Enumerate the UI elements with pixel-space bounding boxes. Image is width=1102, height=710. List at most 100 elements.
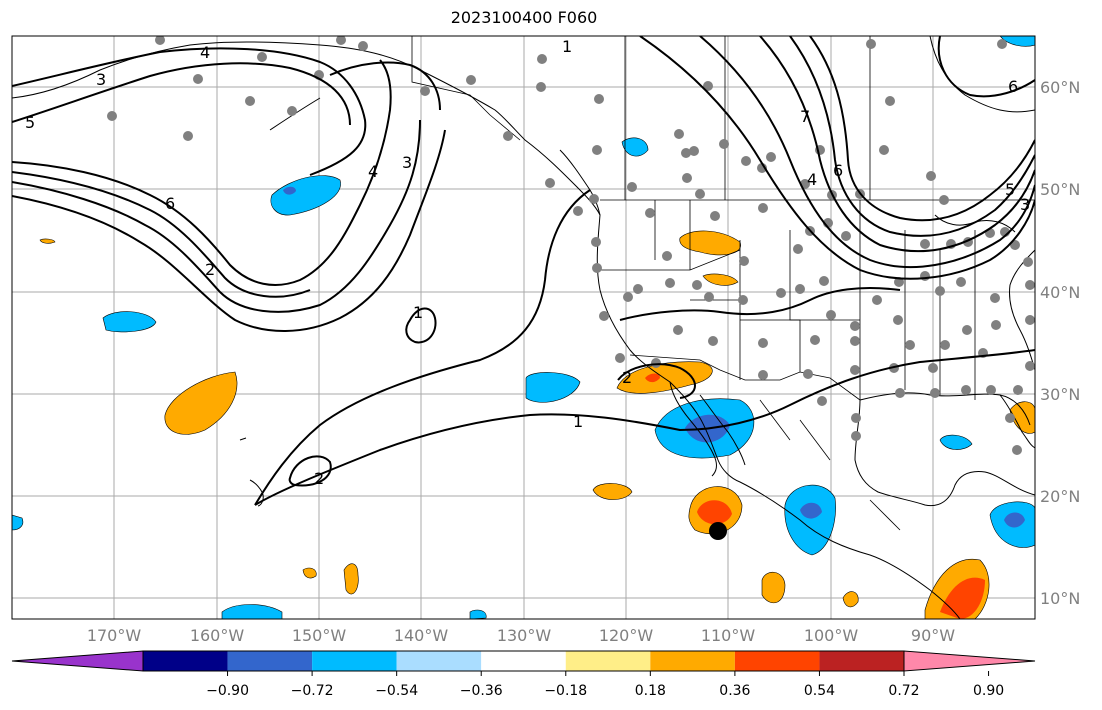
colorbar-tick-label: −0.54 [375, 683, 418, 699]
colorbar-bin [396, 651, 482, 671]
colorbar-bin [819, 651, 904, 671]
coast-gulf-north [859, 392, 1031, 426]
fill-positive-hawaii-south [343, 563, 359, 595]
contour-label: 4 [807, 170, 817, 189]
anomaly-fills [12, 36, 1035, 619]
fill-positive-mexico-coast-core [697, 500, 732, 525]
fill-negative-pacific-central [525, 372, 581, 403]
lat-label: 10°N [1040, 589, 1080, 608]
contour-label: 1 [573, 412, 583, 431]
lon-label: 110°W [701, 626, 756, 645]
lat-axis: 60°N 50°N 40°N 30°N 20°N 10°N [1040, 78, 1080, 608]
contour-label: 5 [25, 113, 35, 132]
border-states-2 [600, 249, 801, 372]
colorbar-bin [312, 651, 397, 671]
colorbar-tick-label: 0.90 [973, 683, 1004, 699]
coast-gulf [854, 399, 1035, 507]
map-frame [11, 35, 1036, 620]
coastlines [12, 36, 1035, 619]
fill-positive-small3 [302, 567, 317, 579]
lat-label: 30°N [1040, 385, 1080, 404]
colorbar-tick-label: −0.18 [544, 683, 587, 699]
contour-2-baja [617, 363, 696, 399]
fill-negative-mexico-south [784, 484, 836, 556]
contour-label: 5 [1005, 180, 1015, 199]
colorbar-tick-label: 0.36 [719, 683, 750, 699]
contour-5-nw [12, 62, 351, 126]
fill-positive-nevada [702, 273, 739, 286]
fill-negative-hawaii-mid [469, 609, 487, 619]
lon-label: 120°W [599, 626, 654, 645]
lon-axis: 170°W 160°W 150°W 140°W 130°W 120°W 110°… [87, 626, 955, 645]
contour-6b-nw [12, 171, 311, 298]
colorbar-tick-label: 0.18 [635, 683, 666, 699]
contour-label: 4 [368, 162, 378, 181]
contour-2-small [288, 455, 332, 487]
lon-label: 140°W [394, 626, 449, 645]
fill-positive-ep-sw [592, 483, 633, 500]
contours [12, 36, 1035, 506]
contour-label: 6 [1008, 77, 1018, 96]
fill-negative-gulf [939, 434, 973, 450]
lat-label: 50°N [1040, 180, 1080, 199]
colorbar-tick-label: −0.36 [460, 683, 503, 699]
contour-3-ne [809, 36, 1035, 222]
border-mexico-states [759, 399, 901, 531]
contour-6-ne [699, 36, 1035, 269]
border-states-1 [654, 200, 860, 380]
contour-label: 1 [413, 303, 423, 322]
lat-label: 40°N [1040, 283, 1080, 302]
contour-1-low [405, 307, 437, 344]
colorbar-bin [734, 651, 820, 671]
fill-positive-florida [1009, 401, 1035, 434]
fill-positive-ep-small [761, 572, 786, 604]
fill-positive-pacific-west [164, 371, 238, 435]
station-markers [107, 36, 1035, 455]
border-states-3 [859, 200, 976, 400]
fill-negative-bottom [221, 604, 283, 619]
lon-label: 130°W [497, 626, 552, 645]
contour-label: 3 [96, 70, 106, 89]
colorbar-tick-label: −0.90 [206, 683, 249, 699]
fill-positive-small-west [39, 238, 56, 244]
contour-3-nw [12, 47, 367, 176]
border-canada-prov [624, 36, 871, 200]
contour-label: 2 [314, 469, 324, 488]
contour-label: 2 [622, 368, 632, 387]
contour-6-nw [12, 59, 392, 286]
lon-label: 100°W [804, 626, 859, 645]
contour-6-far-ne [937, 36, 1035, 98]
colorbar: −0.90 −0.72 −0.54 −0.36 −0.18 0.18 0.36 0.54 0.7… [11, 650, 1036, 699]
storm-marker [709, 522, 727, 540]
fill-positive-baja-core [645, 373, 660, 383]
lon-label: 150°W [292, 626, 347, 645]
contour-7-ne [639, 36, 1035, 280]
coast-hudson [929, 36, 1035, 113]
contour-label: 2 [205, 260, 215, 279]
contour-label: 3 [402, 153, 412, 172]
colorbar-frame [142, 650, 905, 672]
coast-ne [1009, 249, 1035, 371]
contour-2-nw [12, 129, 446, 332]
colorbar-bin [565, 651, 651, 671]
contour-1-pacific [254, 189, 591, 506]
contour-6c-nw [12, 119, 421, 313]
fill-negative-caribbean-core [1004, 512, 1025, 528]
colorbar-bin [481, 651, 566, 671]
coast-alaska [12, 41, 601, 216]
contour-1-pacific-south [254, 349, 1035, 506]
contour-label: 4 [200, 43, 210, 62]
border-us-mexico [629, 354, 861, 401]
colorbar-extend-low [11, 650, 144, 672]
contour-label: 7 [800, 107, 810, 126]
contour-1-west-us [619, 287, 901, 321]
contour-label: 3 [1020, 195, 1030, 214]
lon-label: 90°W [911, 626, 955, 645]
fill-positive-ep-small2 [842, 591, 859, 608]
contour-label: 1 [562, 37, 572, 56]
fill-negative-bering [270, 175, 341, 216]
lat-label: 60°N [1040, 78, 1080, 97]
fill-negative-bering-core [283, 186, 296, 195]
contour-4-ne [789, 36, 1035, 237]
